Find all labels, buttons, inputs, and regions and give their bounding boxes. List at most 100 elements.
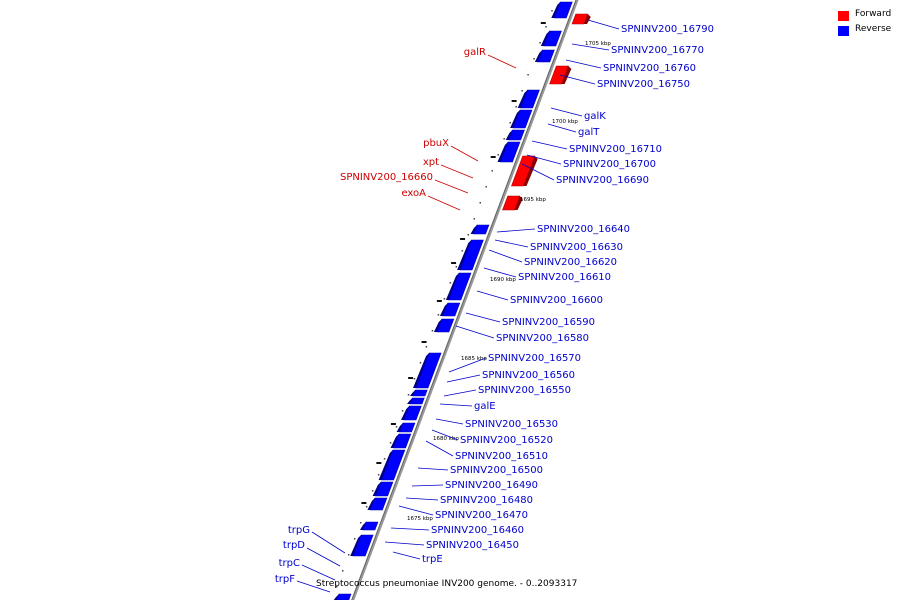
gene-label-reverse: SPNINV200_16690 — [556, 175, 649, 186]
gene-block-reverse-shade — [359, 522, 366, 530]
gene-label-reverse-leader — [405, 497, 439, 501]
gene-block-reverse — [537, 49, 555, 63]
gene-label-reverse: SPNINV200_16510 — [455, 451, 548, 462]
gene-label-reverse-leader — [448, 357, 487, 373]
minor-tick — [467, 234, 470, 236]
gene-block-reverse-shade — [350, 535, 362, 556]
gene-label-reverse-leader — [547, 123, 577, 133]
major-tick-mark — [460, 238, 466, 240]
gene-label-left-leader — [301, 564, 336, 581]
gene-block-reverse-shade — [407, 398, 413, 404]
gene-label-reverse-leader — [587, 19, 620, 30]
gene-label-reverse-leader — [476, 290, 509, 301]
gene-label-reverse: SPNINV200_16490 — [445, 480, 538, 491]
gene-label-forward-leader — [450, 145, 479, 162]
major-tick-mark — [436, 300, 442, 302]
gene-label-reverse: SPNINV200_16590 — [502, 317, 595, 328]
gene-label-forward-leader — [427, 195, 461, 211]
gene-label-reverse-leader — [465, 312, 501, 323]
gene-label-reverse: SPNINV200_16520 — [460, 435, 553, 446]
gene-block-reverse-shade — [410, 390, 416, 396]
minor-tick — [533, 58, 535, 60]
gene-label-reverse: SPNINV200_16480 — [440, 495, 533, 506]
minor-tick — [461, 250, 464, 252]
minor-tick — [353, 538, 356, 540]
coordinate-tick-label: 1685 kbp — [461, 356, 487, 362]
minor-tick — [395, 426, 398, 428]
coordinate-tick-label: 1700 kbp — [552, 119, 578, 125]
genome-backbone — [351, 0, 579, 600]
coordinate-tick-label: 1675 kbp — [407, 516, 433, 522]
minor-tick — [503, 138, 505, 140]
gene-label-reverse-leader — [455, 325, 495, 339]
major-tick-mark — [511, 100, 517, 102]
minor-tick — [515, 106, 517, 108]
major-tick-mark — [390, 423, 396, 425]
gene-block-reverse — [409, 397, 425, 405]
minor-tick — [491, 170, 493, 172]
gene-label-left: trpF — [275, 574, 295, 585]
minor-tick — [383, 458, 386, 460]
gene-label-reverse: SPNINV200_16770 — [611, 45, 704, 56]
major-tick-mark — [490, 156, 496, 158]
gene-label-reverse-leader — [392, 551, 421, 560]
gene-block-reverse — [369, 497, 388, 511]
coordinate-tick-label: 1705 kbp — [585, 41, 611, 47]
gene-label-reverse: SPNINV200_16470 — [435, 510, 528, 521]
gene-label-left-leader — [311, 531, 346, 554]
gene-label-reverse-leader — [431, 429, 459, 441]
legend-label: Forward — [855, 9, 892, 19]
major-tick-mark — [421, 341, 427, 343]
gene-block-reverse — [442, 302, 461, 317]
gene-label-reverse-leader — [571, 43, 610, 51]
gene-label-reverse-leader — [483, 267, 517, 278]
gene-label-reverse-leader — [446, 374, 481, 383]
gene-label-reverse-leader — [425, 440, 454, 457]
gene-label-reverse: SPNINV200_16460 — [431, 525, 524, 536]
gene-block-forward-shade — [584, 14, 591, 24]
minor-tick — [401, 410, 404, 412]
gene-block-reverse — [436, 318, 455, 333]
gene-label-reverse: SPNINV200_16630 — [530, 242, 623, 253]
minor-tick — [527, 74, 529, 76]
gene-label-reverse-leader — [531, 140, 568, 150]
minor-tick — [473, 218, 476, 220]
gene-label-reverse: SPNINV200_16700 — [563, 159, 656, 170]
minor-tick — [425, 346, 428, 348]
gene-label-reverse: SPNINV200_16790 — [621, 24, 714, 35]
gene-label-reverse-leader — [494, 239, 529, 248]
gene-label-reverse: galE — [474, 401, 496, 412]
minor-tick — [551, 10, 553, 12]
gene-block-reverse-shade — [505, 130, 513, 140]
coordinate-tick-label: 1690 kbp — [490, 277, 516, 283]
gene-label-reverse-leader — [435, 418, 464, 425]
minor-tick — [509, 122, 511, 124]
major-tick-mark — [408, 377, 414, 379]
minor-tick — [389, 442, 392, 444]
minor-tick — [365, 506, 368, 508]
minor-tick — [377, 474, 380, 476]
gene-label-reverse: trpE — [422, 554, 443, 565]
gene-block-reverse-shade — [372, 482, 381, 496]
gene-block-reverse-shade — [367, 498, 375, 510]
gene-block-reverse-shade — [497, 142, 508, 162]
gene-label-reverse: galK — [584, 111, 606, 122]
coordinate-tick-label: 1680 kbp — [433, 436, 459, 442]
gene-label-reverse: SPNINV200_16710 — [569, 144, 662, 155]
gene-label-reverse: SPNINV200_16530 — [465, 419, 558, 430]
gene-block-reverse-shade — [445, 273, 459, 300]
gene-label-reverse-leader — [411, 484, 444, 487]
gene-block-reverse-shade — [457, 240, 472, 270]
gene-label-reverse: SPNINV200_16550 — [478, 385, 571, 396]
gene-label-left: trpC — [279, 558, 300, 569]
gene-label-reverse-leader — [496, 228, 536, 233]
gene-label-reverse: SPNINV200_16750 — [597, 79, 690, 90]
gene-label-reverse-leader — [417, 467, 449, 471]
gene-label-reverse: SPNINV200_16600 — [510, 295, 603, 306]
minor-tick — [371, 490, 374, 492]
gene-label-left-leader — [306, 547, 341, 567]
minor-tick — [497, 154, 499, 156]
gene-block-reverse-shade — [517, 90, 528, 108]
gene-block-reverse-shade — [439, 303, 448, 316]
